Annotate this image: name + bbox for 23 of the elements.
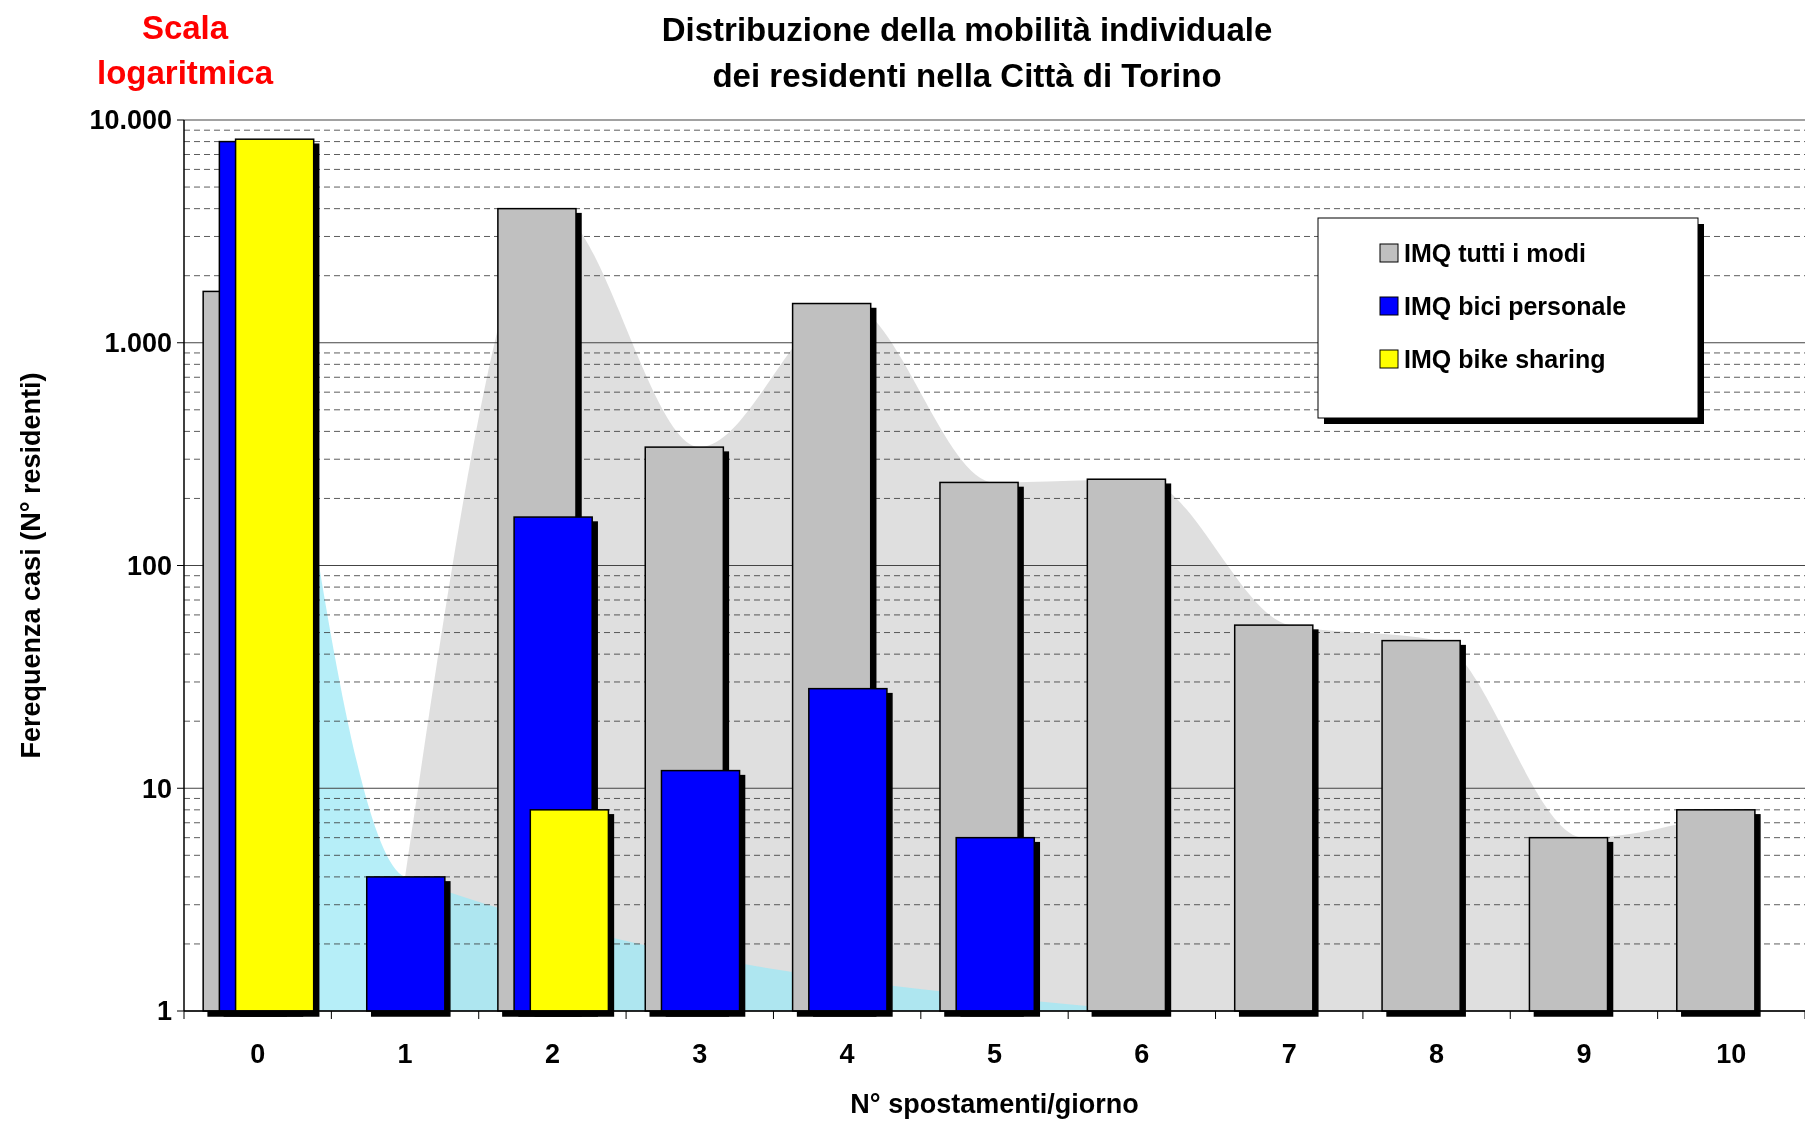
y-tick-label: 1.000 <box>104 328 172 359</box>
x-tick-label: 5 <box>986 1039 1003 1069</box>
legend-label: IMQ bici personale <box>1404 291 1627 320</box>
y-tick-label: 10 <box>141 773 172 804</box>
x-tick-label: 9 <box>1576 1039 1592 1069</box>
x-tick-label: 4 <box>839 1039 855 1069</box>
legend-label: IMQ bike sharing <box>1404 344 1606 373</box>
x-tick-label: 1 <box>397 1039 413 1069</box>
x-tick-label: 3 <box>692 1039 708 1069</box>
legend-label: IMQ tutti i modi <box>1404 238 1586 267</box>
chart-title: Distribuzione della mobilità individuale dei residenti nella Città di Torino <box>661 10 1273 94</box>
x-tick-label: 0 <box>250 1039 266 1069</box>
x-tick-label: 6 <box>1134 1039 1150 1069</box>
x-tick-label: 10 <box>1716 1039 1747 1069</box>
x-tick-label: 7 <box>1281 1039 1297 1069</box>
y-tick-label: 1 <box>156 996 172 1027</box>
x-axis-title: N° spostamenti/giorno <box>850 1089 1139 1119</box>
y-tick-label: 100 <box>126 550 172 581</box>
x-tick-label: 2 <box>544 1039 560 1069</box>
x-tick-label: 8 <box>1429 1039 1445 1069</box>
y-tick-label: 10.000 <box>89 105 172 136</box>
text: Scala logaritmica <box>96 8 274 91</box>
y-axis-title: Ferequenza casi (N° residenti) <box>16 372 46 759</box>
